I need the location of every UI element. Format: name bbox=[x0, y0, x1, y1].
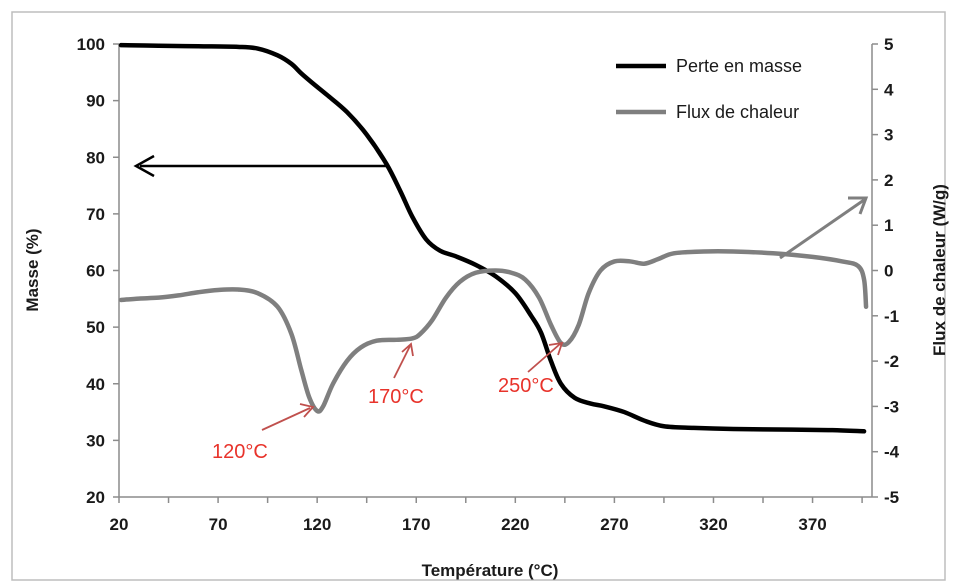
annotation-arrow-head-120 bbox=[299, 403, 315, 418]
x-tick-label: 370 bbox=[798, 515, 826, 534]
annotation-arrow-head-250 bbox=[548, 341, 564, 356]
annotation-arrow-120 bbox=[261, 407, 311, 431]
y-left-tick-labels: 20 30 40 50 60 70 80 90 100 bbox=[77, 35, 105, 507]
y-right-tick-label: -3 bbox=[884, 397, 899, 416]
y-left-tick-label: 20 bbox=[86, 488, 105, 507]
x-tick-label: 120 bbox=[303, 515, 331, 534]
left-axis-arrow-head bbox=[133, 154, 155, 178]
annotation-label-250: 250°C bbox=[498, 375, 554, 397]
y-left-tick-label: 60 bbox=[86, 262, 105, 281]
y-right-tick-label: -2 bbox=[884, 352, 899, 371]
y-left-tick-label: 80 bbox=[86, 148, 105, 167]
x-tick-labels: 20 70 120 170 220 270 320 370 bbox=[110, 515, 827, 534]
annotation-arrow-170 bbox=[393, 345, 411, 379]
y-right-tick-label: 5 bbox=[884, 35, 893, 54]
right-axis-arrow-head bbox=[848, 196, 869, 215]
y-right-axis-title: Flux de chaleur (W/g) bbox=[930, 184, 949, 356]
annotation-arrow-250 bbox=[527, 343, 561, 373]
y-left-tick-label: 70 bbox=[86, 205, 105, 224]
series-line-perte-en-masse bbox=[118, 42, 867, 434]
annotation-arrow-head-170 bbox=[401, 342, 414, 357]
y-right-tick-label: -1 bbox=[884, 307, 899, 326]
legend-label-perte-en-masse: Perte en masse bbox=[676, 56, 802, 76]
y-right-tick-label: 2 bbox=[884, 171, 893, 190]
legend-label-flux-de-chaleur: Flux de chaleur bbox=[676, 102, 799, 122]
annotation-label-170: 170°C bbox=[368, 386, 424, 408]
x-tick-label: 220 bbox=[501, 515, 529, 534]
y-left-tick-label: 30 bbox=[86, 431, 105, 450]
x-axis-title: Température (°C) bbox=[422, 561, 559, 580]
x-tick-label: 20 bbox=[110, 515, 129, 534]
x-tick-label: 270 bbox=[600, 515, 628, 534]
legend: Perte en masse Flux de chaleur bbox=[616, 56, 802, 122]
y-left-axis-title: Masse (%) bbox=[23, 228, 42, 311]
y-right-tick-label: 4 bbox=[884, 80, 894, 99]
y-right-tick-label: 3 bbox=[884, 126, 893, 145]
x-tick-label: 170 bbox=[402, 515, 430, 534]
x-tick-label: 320 bbox=[699, 515, 727, 534]
y-right-tick-label: -5 bbox=[884, 488, 899, 507]
axes bbox=[113, 43, 878, 503]
right-axis-arrow-line bbox=[779, 198, 865, 260]
y-right-tick-labels: -5 -4 -3 -2 -1 0 1 2 3 4 5 bbox=[884, 35, 900, 507]
indicator-arrows bbox=[133, 154, 869, 431]
y-right-tick-label: 0 bbox=[884, 262, 893, 281]
series-line-flux-de-chaleur bbox=[118, 248, 869, 414]
y-right-tick-label: 1 bbox=[884, 216, 893, 235]
y-left-tick-label: 40 bbox=[86, 375, 105, 394]
y-left-tick-label: 90 bbox=[86, 92, 105, 111]
y-right-tick-label: -4 bbox=[884, 443, 900, 462]
x-tick-label: 70 bbox=[209, 515, 228, 534]
series-layer bbox=[118, 42, 869, 434]
annotation-label-120: 120°C bbox=[212, 441, 268, 463]
y-left-tick-label: 100 bbox=[77, 35, 105, 54]
y-left-tick-label: 50 bbox=[86, 318, 105, 337]
